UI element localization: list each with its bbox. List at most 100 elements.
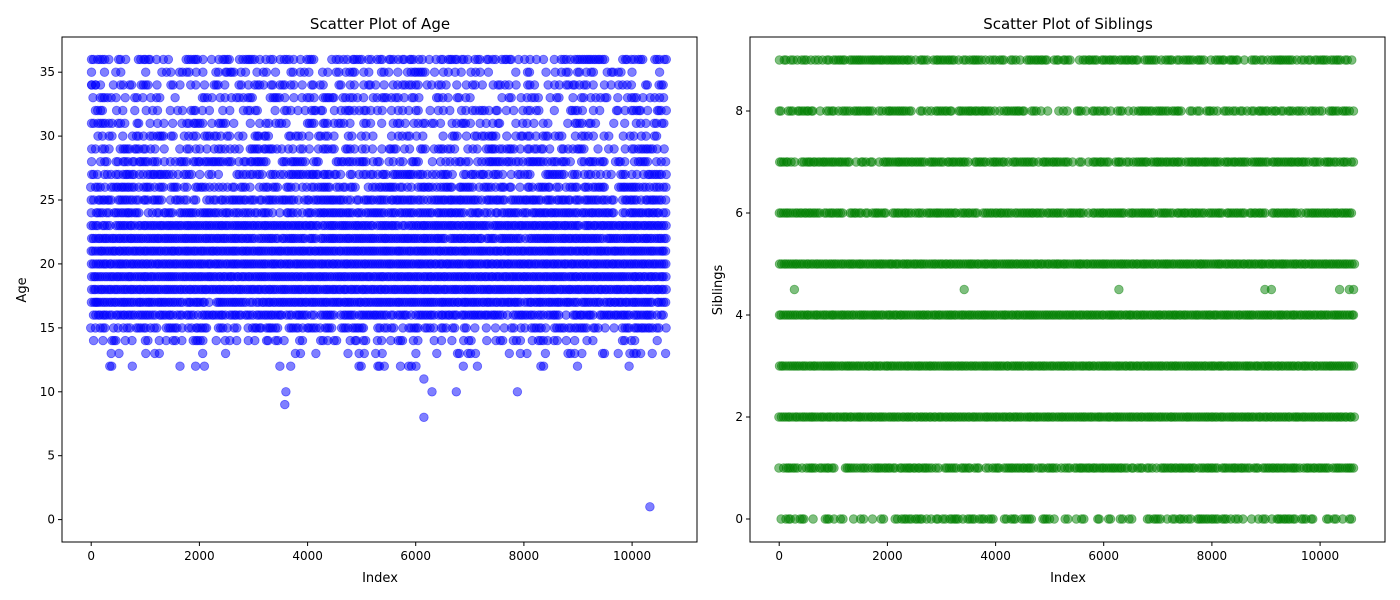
data-point: [559, 169, 569, 180]
data-point: [273, 323, 283, 333]
data-point: [620, 118, 630, 129]
data-point: [608, 208, 619, 218]
age-scatter-panel: Scatter Plot of Age 0 2000 4000 6000 8000 100…: [15, 15, 698, 586]
data-point: [577, 105, 588, 116]
data-point: [432, 348, 442, 359]
data-point: [1348, 463, 1359, 473]
data-point: [111, 335, 121, 346]
data-point: [661, 259, 671, 269]
siblings-scatter-panel: Scatter Plot of Siblings 0 2000 4000 6000 80…: [711, 15, 1386, 586]
data-point: [345, 118, 355, 129]
data-point: [497, 169, 508, 180]
data-point: [175, 361, 185, 371]
data-point: [317, 105, 328, 116]
data-point: [660, 246, 671, 256]
data-point: [329, 144, 339, 154]
data-point: [224, 131, 235, 141]
data-point: [538, 361, 549, 371]
data-point: [207, 92, 217, 103]
data-point: [418, 131, 428, 141]
data-point: [91, 297, 102, 308]
data-point: [199, 361, 210, 371]
data-point: [304, 67, 314, 77]
data-point: [466, 335, 476, 346]
data-point: [654, 67, 665, 77]
x-tick-label: 0: [87, 549, 95, 563]
data-point: [599, 348, 610, 359]
data-point: [361, 335, 371, 346]
data-point: [86, 67, 97, 77]
data-point: [533, 92, 544, 103]
data-point: [461, 131, 472, 141]
data-point: [456, 67, 466, 77]
data-point: [1105, 514, 1116, 524]
data-point: [379, 361, 390, 371]
data-point: [451, 387, 462, 397]
data-point: [661, 195, 671, 205]
data-point: [599, 156, 609, 167]
data-point: [515, 335, 526, 346]
data-point: [481, 323, 492, 333]
data-point: [414, 92, 424, 103]
data-point: [449, 144, 460, 154]
data-point: [498, 335, 508, 346]
data-point: [504, 348, 515, 359]
data-point: [609, 144, 619, 154]
data-point: [651, 131, 662, 141]
data-point: [349, 80, 360, 90]
data-point: [86, 156, 97, 167]
data-point: [377, 118, 387, 129]
data-point: [190, 361, 201, 371]
data-point: [88, 335, 99, 346]
data-point: [447, 335, 457, 346]
data-point: [613, 348, 623, 359]
data-point: [452, 80, 462, 90]
data-point: [604, 131, 614, 141]
data-point: [661, 323, 671, 333]
data-point: [588, 67, 599, 77]
data-point: [371, 80, 381, 90]
data-point: [106, 361, 117, 371]
data-point: [482, 335, 492, 346]
data-point: [167, 118, 178, 129]
data-point: [120, 118, 130, 129]
data-point: [120, 54, 131, 65]
data-point: [502, 131, 512, 141]
data-point: [102, 156, 112, 167]
data-point: [141, 348, 151, 359]
data-point: [808, 514, 818, 524]
data-point: [138, 92, 148, 103]
data-point: [661, 105, 672, 116]
data-point: [420, 67, 430, 77]
data-point: [595, 105, 605, 116]
data-point: [626, 80, 637, 90]
data-point: [512, 387, 523, 397]
data-point: [593, 144, 603, 154]
data-point: [234, 144, 244, 154]
data-point: [491, 131, 501, 141]
data-point: [134, 208, 144, 218]
data-point: [413, 156, 424, 167]
data-point: [247, 92, 258, 103]
data-point: [297, 335, 308, 346]
data-point: [419, 412, 429, 423]
data-point: [524, 67, 535, 77]
data-point: [642, 80, 653, 90]
data-point: [384, 67, 394, 77]
data-point: [1094, 514, 1104, 524]
data-point: [198, 118, 208, 129]
data-point: [395, 361, 406, 371]
data-point: [608, 195, 619, 205]
data-point: [155, 92, 165, 103]
data-point: [170, 92, 180, 103]
data-point: [465, 92, 475, 103]
age-points: [85, 54, 672, 512]
data-point: [661, 220, 671, 231]
data-point: [280, 399, 290, 410]
data-point: [263, 131, 274, 141]
data-point: [1026, 514, 1037, 524]
data-point: [443, 92, 453, 103]
data-point: [413, 105, 423, 116]
data-point: [475, 67, 485, 77]
